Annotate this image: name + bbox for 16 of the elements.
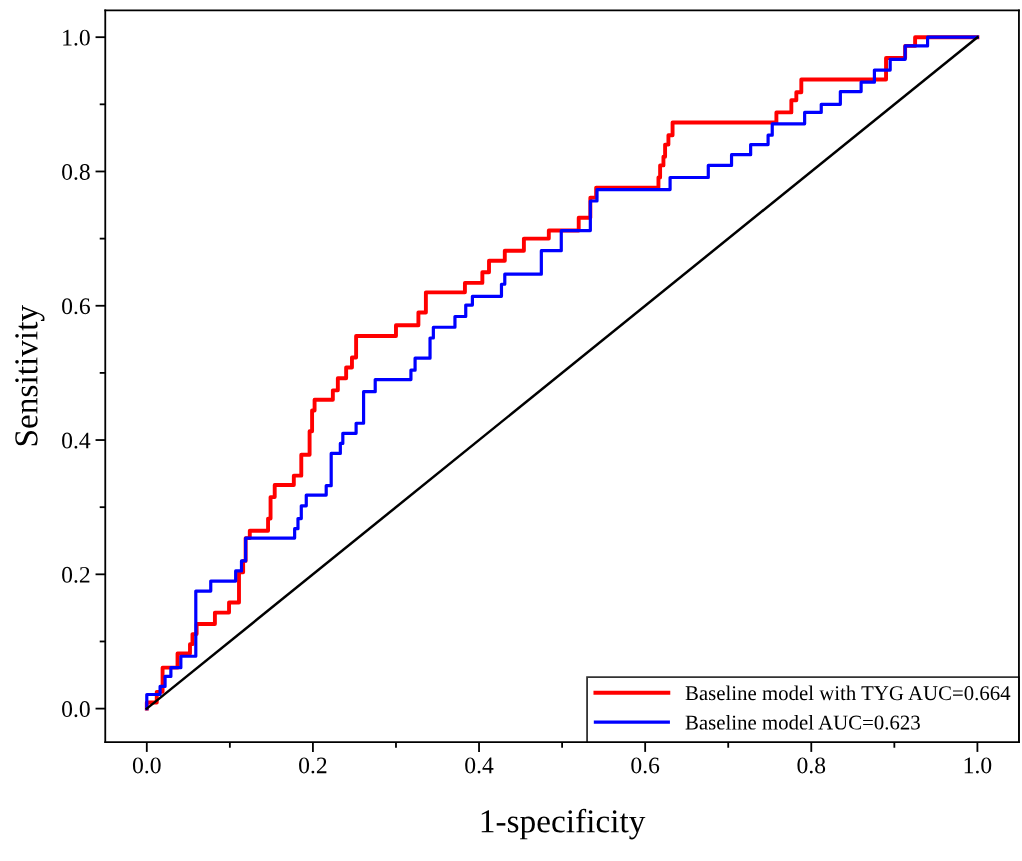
- y-tick-label: 1.0: [63, 29, 90, 46]
- legend-label: Baseline model AUC=0.623: [685, 714, 920, 730]
- y-axis-title: Sensitivity: [15, 305, 45, 446]
- x-tick-label: 0.4: [465, 757, 494, 774]
- x-tick-label: 0.0: [132, 757, 161, 774]
- y-tick-label: 0.2: [62, 566, 90, 583]
- legend-label: Baseline model with TYG AUC=0.664: [685, 685, 1011, 701]
- x-tick-label: 0.2: [299, 757, 327, 774]
- x-tick-label: 1.0: [964, 757, 992, 774]
- x-tick-label: 0.8: [797, 757, 826, 774]
- y-tick-label: 0.6: [62, 298, 90, 315]
- y-tick-label: 0.4: [62, 432, 91, 449]
- x-tick-label: 0.6: [631, 757, 660, 774]
- x-axis-title: 1-specificity: [481, 808, 646, 840]
- y-tick-label: 0.0: [62, 701, 90, 718]
- y-tick-label: 0.8: [62, 163, 90, 180]
